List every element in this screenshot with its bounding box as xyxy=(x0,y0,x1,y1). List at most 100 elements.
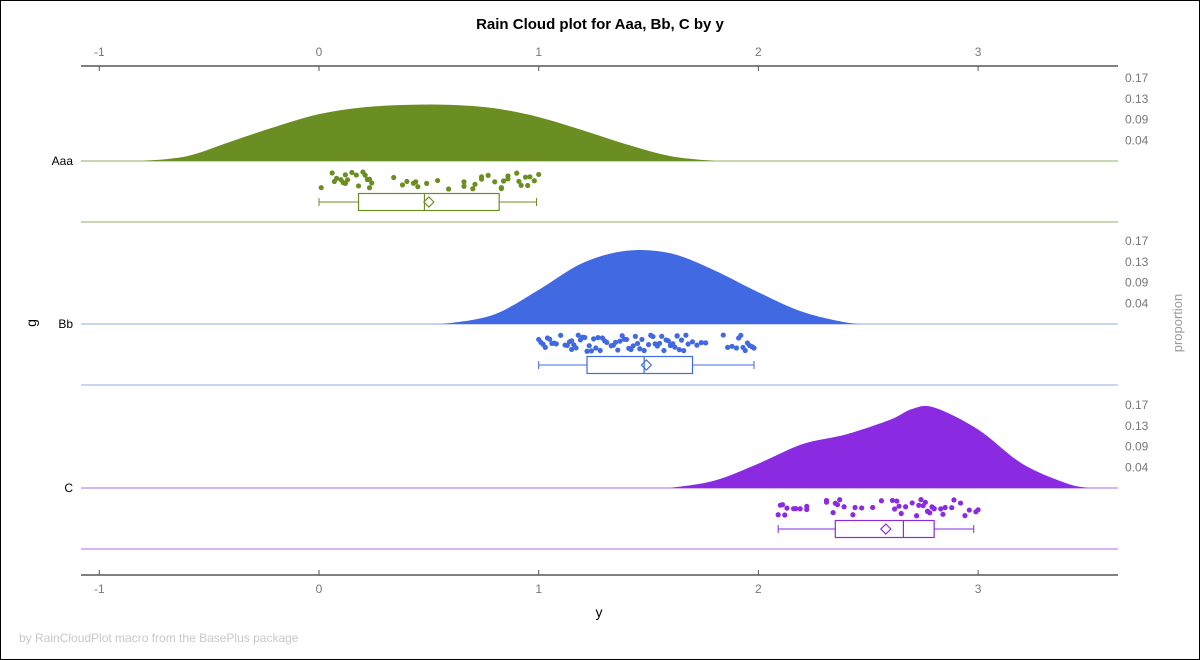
rain-point xyxy=(485,172,491,179)
rain-point xyxy=(733,345,740,351)
rain-point xyxy=(834,502,841,508)
rain-point xyxy=(461,183,467,189)
rain-point xyxy=(870,504,876,511)
rain-point xyxy=(823,499,830,505)
rain-point xyxy=(527,174,533,180)
density-tick-label: 0.09 xyxy=(1125,276,1149,290)
rain-point xyxy=(837,497,843,503)
rain-point xyxy=(694,342,700,348)
rain-point xyxy=(738,332,744,338)
rain-point xyxy=(573,345,579,351)
rain-point xyxy=(558,332,564,338)
rain-point xyxy=(470,186,476,192)
rain-point xyxy=(898,510,904,517)
rain-point xyxy=(404,178,410,185)
rain-point xyxy=(595,335,601,341)
rain-point xyxy=(588,348,595,354)
rain-point xyxy=(892,506,898,512)
density-tick-label: 0.04 xyxy=(1125,133,1149,147)
rain-point xyxy=(841,504,847,510)
rain-point xyxy=(797,506,803,512)
rain-point xyxy=(478,176,485,182)
rain-point xyxy=(784,505,790,511)
box-iqr xyxy=(357,192,500,212)
rain-point xyxy=(918,497,924,503)
rain-point xyxy=(674,333,680,339)
rain-point xyxy=(597,347,603,354)
category-label-c: C xyxy=(64,481,73,495)
rain-point xyxy=(676,347,682,353)
bottom-x-tick-label: 1 xyxy=(535,582,542,596)
rain-point xyxy=(391,174,397,181)
rain-point xyxy=(615,347,621,353)
rain-point xyxy=(553,341,559,347)
rain-point xyxy=(514,170,520,176)
rain-point xyxy=(591,336,597,342)
density-tick-label: 0.04 xyxy=(1125,296,1149,310)
rain-point xyxy=(569,346,575,353)
rain-point xyxy=(942,504,948,511)
rain-point xyxy=(775,512,781,518)
rain-point xyxy=(637,346,643,352)
rain-point xyxy=(369,180,375,186)
rain-point xyxy=(793,506,799,512)
rain-point xyxy=(641,347,647,354)
rain-point xyxy=(500,178,507,184)
rain-point xyxy=(949,505,955,511)
box-mean-diamond xyxy=(423,196,435,208)
rain-point xyxy=(630,343,636,349)
rain-point xyxy=(685,341,691,347)
rain-point xyxy=(681,348,687,354)
rain-point xyxy=(698,340,704,346)
rain-point xyxy=(516,178,522,184)
rain-point xyxy=(623,336,630,343)
category-label-bb: Bb xyxy=(58,317,73,331)
footnote: by RainCloudPlot macro from the BasePlus… xyxy=(19,631,299,645)
rain-point xyxy=(902,504,909,510)
top-x-tick-label: 2 xyxy=(755,45,762,59)
rain-point xyxy=(446,186,452,192)
x-axis-label: y xyxy=(596,604,603,620)
rain-point xyxy=(645,342,652,348)
rain-point xyxy=(582,334,588,341)
rain-point xyxy=(333,175,340,181)
top-x-tick-label: -1 xyxy=(94,45,105,59)
y-axis-label: g xyxy=(23,319,39,327)
rain-point xyxy=(909,500,915,506)
rain-point xyxy=(927,510,933,516)
rain-point xyxy=(852,504,858,511)
rain-point xyxy=(894,498,900,504)
rain-point xyxy=(505,176,511,182)
rain-point xyxy=(612,339,619,345)
top-x-tick-label: 0 xyxy=(316,45,323,59)
rain-point xyxy=(896,503,902,509)
box-iqr xyxy=(586,355,694,375)
bottom-x-tick-label: 2 xyxy=(755,582,762,596)
rain-point xyxy=(435,177,441,184)
rain-point xyxy=(975,507,981,513)
chart-title: Rain Cloud plot for Aaa, Bb, C by y xyxy=(476,16,724,33)
rain-point xyxy=(940,511,946,517)
rain-point xyxy=(329,170,335,176)
rain-point xyxy=(661,347,667,354)
rain-point xyxy=(366,185,373,191)
rain-point xyxy=(683,332,689,338)
rain-point xyxy=(650,333,656,340)
rain-point xyxy=(415,184,421,190)
rain-point xyxy=(399,182,406,188)
bottom-x-tick-label: 0 xyxy=(316,582,323,596)
rain-point xyxy=(498,185,504,191)
category-label-aaa: Aaa xyxy=(52,154,74,168)
chart-marks: -1 -1 0 0 1 1 2 2 3 3 Aaa 0.04 0.09 0.13 0.17 Bb 0.04 0.0… xyxy=(52,45,1149,596)
rain-point xyxy=(531,178,537,184)
rain-point xyxy=(720,332,726,338)
density-cloud-c xyxy=(670,405,1088,488)
rain-point xyxy=(424,180,430,186)
density-tick-label: 0.04 xyxy=(1125,460,1149,474)
rain-point xyxy=(584,348,590,354)
rain-point xyxy=(665,338,671,344)
density-tick-label: 0.13 xyxy=(1125,419,1149,433)
rain-point xyxy=(575,332,581,338)
